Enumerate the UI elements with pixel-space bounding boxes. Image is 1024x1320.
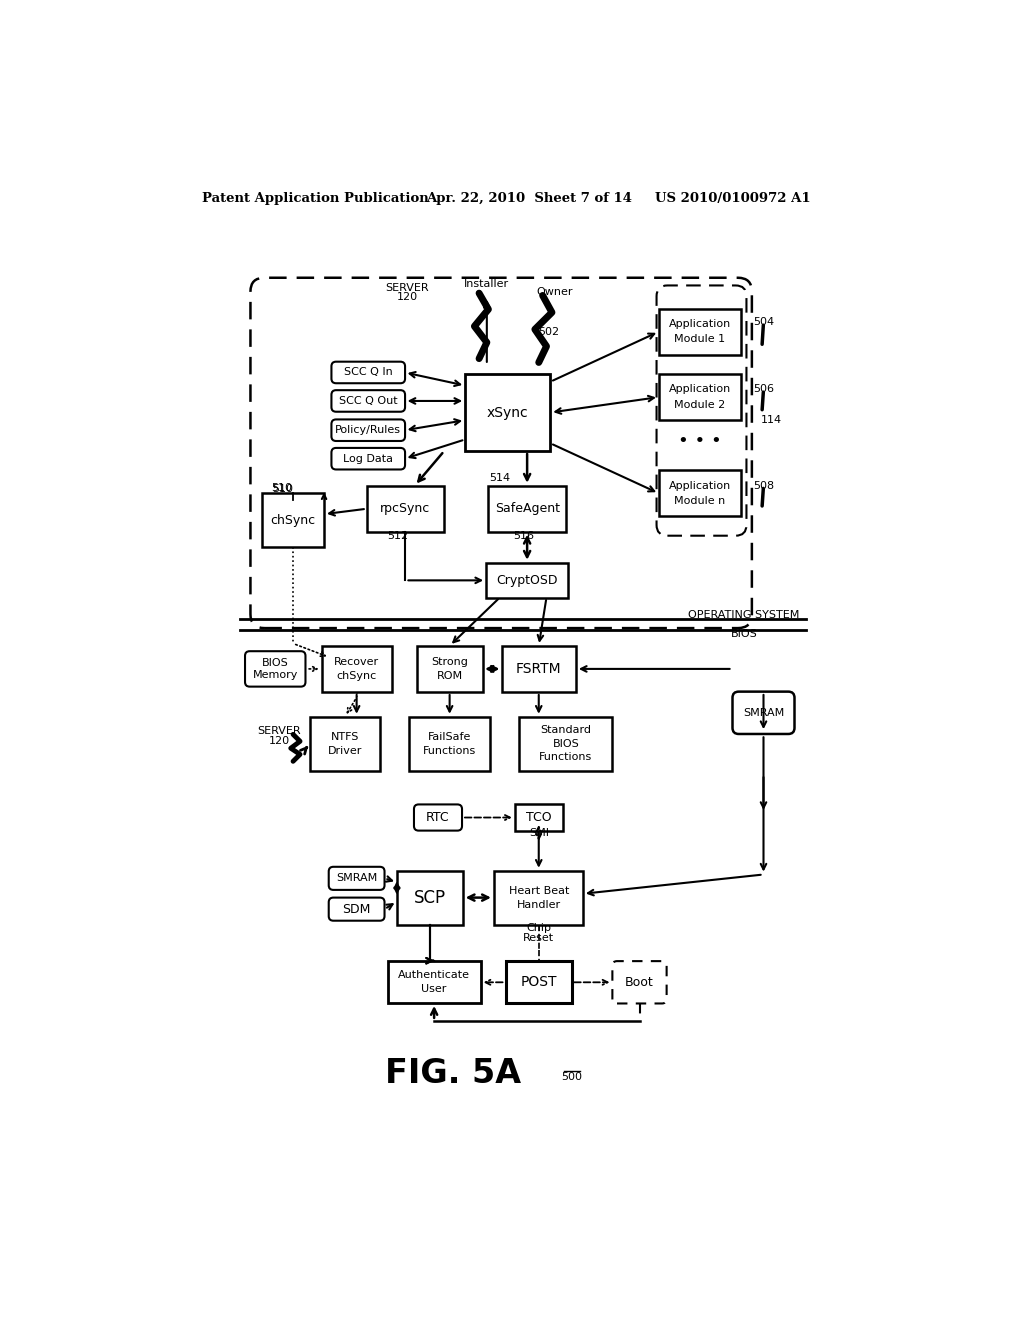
Text: • • •: • • •: [678, 432, 722, 450]
FancyBboxPatch shape: [329, 898, 385, 921]
Text: Installer: Installer: [464, 279, 509, 289]
Text: Functions: Functions: [540, 752, 593, 763]
Text: BIOS: BIOS: [262, 657, 289, 668]
Text: FailSafe: FailSafe: [428, 731, 471, 742]
Text: Standard: Standard: [541, 725, 592, 735]
FancyBboxPatch shape: [245, 651, 305, 686]
Text: 512: 512: [387, 531, 409, 541]
Text: Application: Application: [669, 384, 731, 395]
Text: NTFS: NTFS: [331, 731, 359, 742]
Text: Log Data: Log Data: [343, 454, 393, 463]
Text: Owner: Owner: [536, 286, 572, 297]
Text: Application: Application: [669, 319, 731, 329]
Text: 120: 120: [396, 292, 418, 302]
Text: SMRAM: SMRAM: [336, 874, 377, 883]
FancyBboxPatch shape: [488, 486, 566, 532]
Text: Heart Beat: Heart Beat: [509, 886, 569, 896]
Text: 504: 504: [753, 317, 774, 327]
FancyBboxPatch shape: [732, 692, 795, 734]
FancyBboxPatch shape: [332, 362, 406, 383]
Text: Module n: Module n: [675, 496, 726, 506]
Text: 120: 120: [268, 737, 290, 746]
FancyBboxPatch shape: [659, 470, 740, 516]
Text: 502: 502: [539, 326, 559, 337]
Text: 510: 510: [272, 484, 294, 495]
Text: SCC Q In: SCC Q In: [344, 367, 392, 378]
Text: Chip: Chip: [526, 924, 551, 933]
Text: 510: 510: [271, 483, 292, 492]
Text: POST: POST: [520, 975, 557, 989]
Text: 114: 114: [761, 416, 781, 425]
FancyBboxPatch shape: [251, 277, 752, 628]
Text: SERVER: SERVER: [257, 726, 301, 735]
Text: SafeAgent: SafeAgent: [495, 502, 560, 515]
FancyBboxPatch shape: [367, 486, 444, 532]
Text: Memory: Memory: [253, 671, 298, 680]
Text: RTC: RTC: [426, 810, 450, 824]
FancyBboxPatch shape: [310, 717, 380, 771]
Text: chSync: chSync: [270, 513, 315, 527]
Text: Handler: Handler: [517, 899, 561, 909]
Text: FIG. 5A: FIG. 5A: [385, 1056, 521, 1090]
Text: BIOS: BIOS: [553, 739, 580, 748]
FancyBboxPatch shape: [397, 871, 463, 924]
Text: Boot: Boot: [625, 975, 654, 989]
Text: SMI: SMI: [528, 828, 549, 838]
FancyBboxPatch shape: [332, 447, 406, 470]
Text: SERVER: SERVER: [385, 282, 429, 293]
Text: User: User: [422, 985, 446, 994]
Text: SCP: SCP: [414, 888, 446, 907]
Text: ROM: ROM: [436, 671, 463, 681]
FancyBboxPatch shape: [495, 871, 584, 924]
FancyBboxPatch shape: [502, 645, 575, 692]
Text: 506: 506: [753, 384, 774, 395]
FancyBboxPatch shape: [612, 961, 667, 1003]
FancyBboxPatch shape: [388, 961, 480, 1003]
FancyBboxPatch shape: [486, 564, 568, 598]
Text: Functions: Functions: [423, 746, 476, 755]
Text: BIOS: BIOS: [731, 630, 758, 639]
FancyBboxPatch shape: [519, 717, 612, 771]
FancyBboxPatch shape: [659, 374, 740, 420]
Text: Patent Application Publication: Patent Application Publication: [202, 191, 428, 205]
Text: US 2010/0100972 A1: US 2010/0100972 A1: [655, 191, 811, 205]
Text: 514: 514: [489, 473, 511, 483]
Text: Policy/Rules: Policy/Rules: [335, 425, 401, 436]
FancyBboxPatch shape: [414, 804, 462, 830]
Text: SDM: SDM: [342, 903, 371, 916]
FancyBboxPatch shape: [417, 645, 482, 692]
Text: rpcSync: rpcSync: [380, 502, 430, 515]
Text: FSRTM: FSRTM: [516, 661, 561, 676]
FancyBboxPatch shape: [329, 867, 385, 890]
Text: Strong: Strong: [431, 657, 468, 667]
Text: SMRAM: SMRAM: [742, 708, 784, 718]
Text: Recover: Recover: [334, 657, 379, 667]
FancyBboxPatch shape: [515, 804, 563, 830]
FancyBboxPatch shape: [332, 420, 406, 441]
Text: Authenticate: Authenticate: [398, 970, 470, 981]
Text: Reset: Reset: [523, 933, 554, 944]
FancyBboxPatch shape: [322, 645, 391, 692]
Text: Module 2: Module 2: [675, 400, 726, 409]
Text: xSync: xSync: [487, 405, 528, 420]
Text: Module 1: Module 1: [675, 334, 726, 345]
Text: Application: Application: [669, 480, 731, 491]
FancyBboxPatch shape: [656, 285, 746, 536]
Text: 516: 516: [513, 531, 534, 541]
Text: CryptOSD: CryptOSD: [497, 574, 558, 587]
FancyBboxPatch shape: [506, 961, 571, 1003]
Text: TCO: TCO: [526, 810, 552, 824]
Text: chSync: chSync: [337, 671, 377, 681]
Text: Driver: Driver: [328, 746, 362, 755]
FancyBboxPatch shape: [659, 309, 740, 355]
FancyBboxPatch shape: [262, 494, 324, 548]
FancyBboxPatch shape: [409, 717, 490, 771]
Text: OPERATING SYSTEM: OPERATING SYSTEM: [688, 610, 800, 620]
Text: 500: 500: [561, 1072, 582, 1082]
FancyBboxPatch shape: [332, 391, 406, 412]
Text: SCC Q Out: SCC Q Out: [339, 396, 397, 407]
Text: Apr. 22, 2010  Sheet 7 of 14: Apr. 22, 2010 Sheet 7 of 14: [426, 191, 633, 205]
FancyBboxPatch shape: [465, 374, 550, 451]
Text: 508: 508: [753, 480, 774, 491]
